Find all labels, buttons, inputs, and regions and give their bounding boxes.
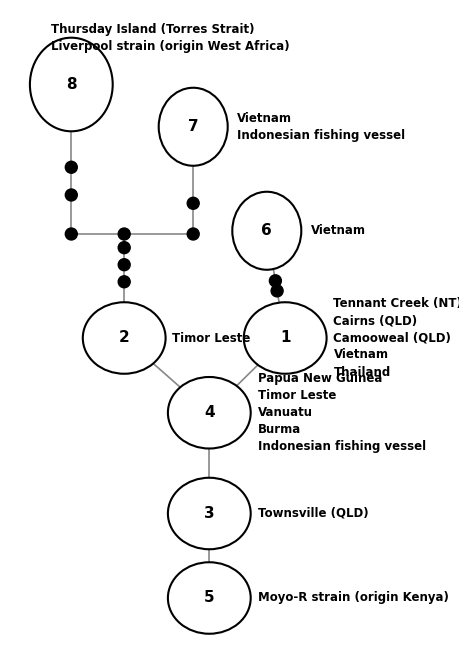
Text: 2: 2: [118, 330, 129, 346]
Text: Vietnam
Indonesian fishing vessel: Vietnam Indonesian fishing vessel: [236, 112, 404, 142]
Text: 3: 3: [203, 506, 214, 521]
Circle shape: [269, 275, 281, 287]
Text: 6: 6: [261, 223, 272, 239]
Text: 8: 8: [66, 77, 77, 92]
Ellipse shape: [83, 302, 165, 374]
Circle shape: [118, 259, 130, 270]
Text: Thursday Island (Torres Strait)
Liverpool strain (origin West Africa): Thursday Island (Torres Strait) Liverpoo…: [50, 23, 289, 53]
Circle shape: [187, 198, 199, 209]
Ellipse shape: [168, 562, 250, 634]
Ellipse shape: [243, 302, 326, 374]
Text: 5: 5: [203, 590, 214, 606]
Text: 7: 7: [187, 119, 198, 135]
Circle shape: [118, 242, 130, 254]
Text: Papua New Guinea
Timor Leste
Vanuatu
Burma
Indonesian fishing vessel: Papua New Guinea Timor Leste Vanuatu Bur…: [257, 372, 425, 453]
Circle shape: [65, 161, 77, 174]
Circle shape: [270, 285, 282, 297]
Circle shape: [187, 228, 199, 240]
Text: Tennant Creek (NT)
Cairns (QLD)
Camooweal (QLD)
Vietnam
Thailand: Tennant Creek (NT) Cairns (QLD) Camoowea…: [333, 298, 459, 378]
Ellipse shape: [232, 192, 301, 270]
Circle shape: [118, 228, 130, 240]
Text: Moyo-R strain (origin Kenya): Moyo-R strain (origin Kenya): [257, 592, 448, 604]
Text: Timor Leste: Timor Leste: [172, 332, 250, 344]
Text: Townsville (QLD): Townsville (QLD): [257, 507, 367, 520]
Text: 4: 4: [203, 405, 214, 421]
Circle shape: [65, 228, 77, 240]
Circle shape: [118, 276, 130, 288]
Ellipse shape: [158, 88, 227, 166]
Circle shape: [65, 189, 77, 201]
Ellipse shape: [168, 478, 250, 549]
Text: 1: 1: [280, 330, 290, 346]
Ellipse shape: [168, 377, 250, 448]
Ellipse shape: [30, 38, 112, 131]
Text: Vietnam: Vietnam: [310, 224, 365, 237]
